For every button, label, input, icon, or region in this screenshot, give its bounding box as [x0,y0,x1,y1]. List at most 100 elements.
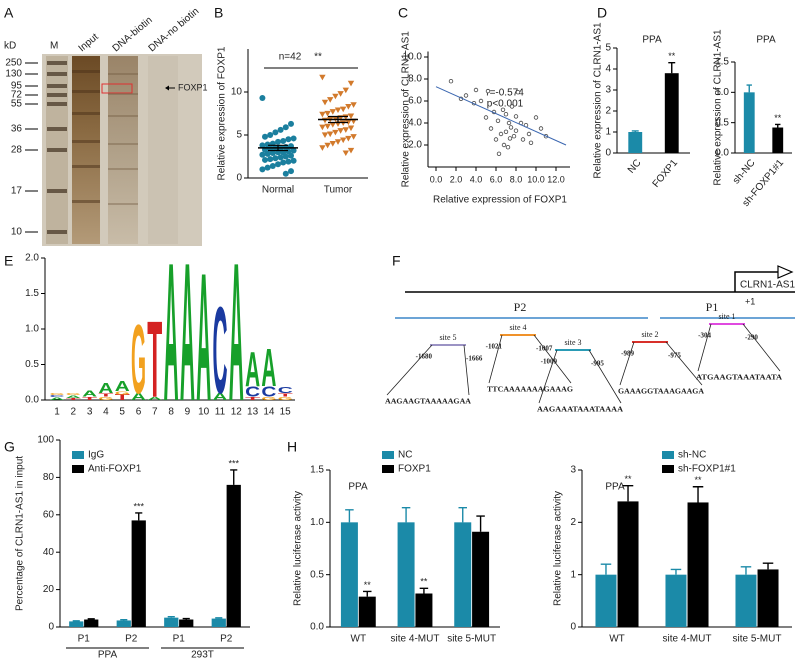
site-start: -1680 [416,353,433,361]
error-bar [401,506,411,523]
bar [69,621,84,627]
logo-letter: A [115,377,130,394]
point [324,110,331,117]
marker-label: 72 [11,90,23,101]
point [485,88,491,94]
point [511,133,517,139]
panel-label: F [392,253,401,269]
point [342,114,349,120]
legend-swatch [382,465,394,473]
annotation: r=-0.574 [486,88,524,99]
site-lines [619,341,703,386]
x-tick-label: P1 [173,634,186,645]
y-tick-label: 4.0 [408,118,422,129]
point [347,125,355,132]
point [269,150,276,157]
significance: ** [668,51,676,61]
site-label: site 4 [509,323,526,332]
marker-label: 28 [11,145,23,156]
fit-line [435,86,567,146]
point [503,129,509,134]
x-tick-label: 6.0 [490,174,503,184]
logo-letter: A [147,396,162,401]
site-end: -975 [668,352,681,360]
point [262,133,268,140]
x-tick-label: Normal [262,185,294,196]
gel-band [72,165,100,168]
y-axis-label: Relative expression of CLRN1-AS1 [713,29,724,186]
legend-label: FOXP1 [398,464,431,475]
point [272,155,279,162]
lane-label: DNA-no biotin [147,6,202,54]
ladder-band [47,61,67,65]
bar [226,484,241,627]
point [347,147,355,154]
y-tick-label: 1.5 [715,57,729,68]
x-tick-label: P2 [125,634,138,645]
gel-band [108,73,138,75]
chart-title: PPA [348,482,368,493]
error-bar [762,562,774,570]
x-tick-label: 1 [54,407,60,418]
legend-swatch [72,451,84,459]
y-tick-label: 0 [570,622,576,633]
error-bar [363,590,372,597]
marker-label: 95 [11,81,23,92]
point [337,91,344,97]
legend-swatch [662,465,674,473]
x-axis-label: Relative expression of FOXP1 [433,195,567,206]
y-tick-label: 6.0 [408,96,422,107]
significance: ** [625,474,633,484]
error-bar [631,130,639,132]
point [280,138,287,145]
error-bar [72,620,80,622]
band-label: FOXP1 [178,82,208,92]
site-lines [697,323,781,372]
point [463,93,469,98]
gene-label: CLRN1-AS1 [740,280,795,291]
bar [595,574,617,627]
site-sequence: ATGAAGTAAATAATA [696,374,782,382]
y-tick-label: 2.0 [408,140,422,151]
point [506,120,512,126]
significance: *** [133,501,144,511]
bar [687,502,709,627]
point [332,129,339,136]
error-bar [692,486,704,503]
legend-swatch [72,465,84,473]
gel-lane [72,56,100,244]
y-tick-label: 0 [48,622,54,633]
point [319,111,326,118]
annotation: p<0.001 [487,99,524,110]
y-tick-label: 0 [605,148,611,159]
panel-label: C [398,5,408,21]
ladder-band [47,84,67,88]
point [290,157,297,164]
legend-label: IgG [88,450,104,461]
site-start: -304 [698,332,711,340]
point [327,131,334,138]
panel-label: D [597,5,607,21]
y-tick-label: 1.0 [25,324,39,335]
marker-label: 36 [11,124,23,135]
significance: *** [228,458,239,468]
y-tick-label: 100 [37,435,54,446]
point [513,128,519,133]
x-tick-label: 4 [103,407,109,418]
y-tick-label: 3 [605,85,611,96]
point [262,156,268,163]
bar [617,501,639,627]
ladder-band [47,102,67,106]
annotation: ** [314,52,322,63]
site-lines [488,334,572,384]
point [520,137,526,142]
point [288,168,294,175]
lane-label: Input [77,31,101,54]
point [285,148,292,155]
logo-letter: G [131,304,146,415]
point [498,131,504,137]
point [526,131,532,137]
bar [340,522,358,627]
bar [772,127,784,153]
logo-letter: C [213,281,228,419]
